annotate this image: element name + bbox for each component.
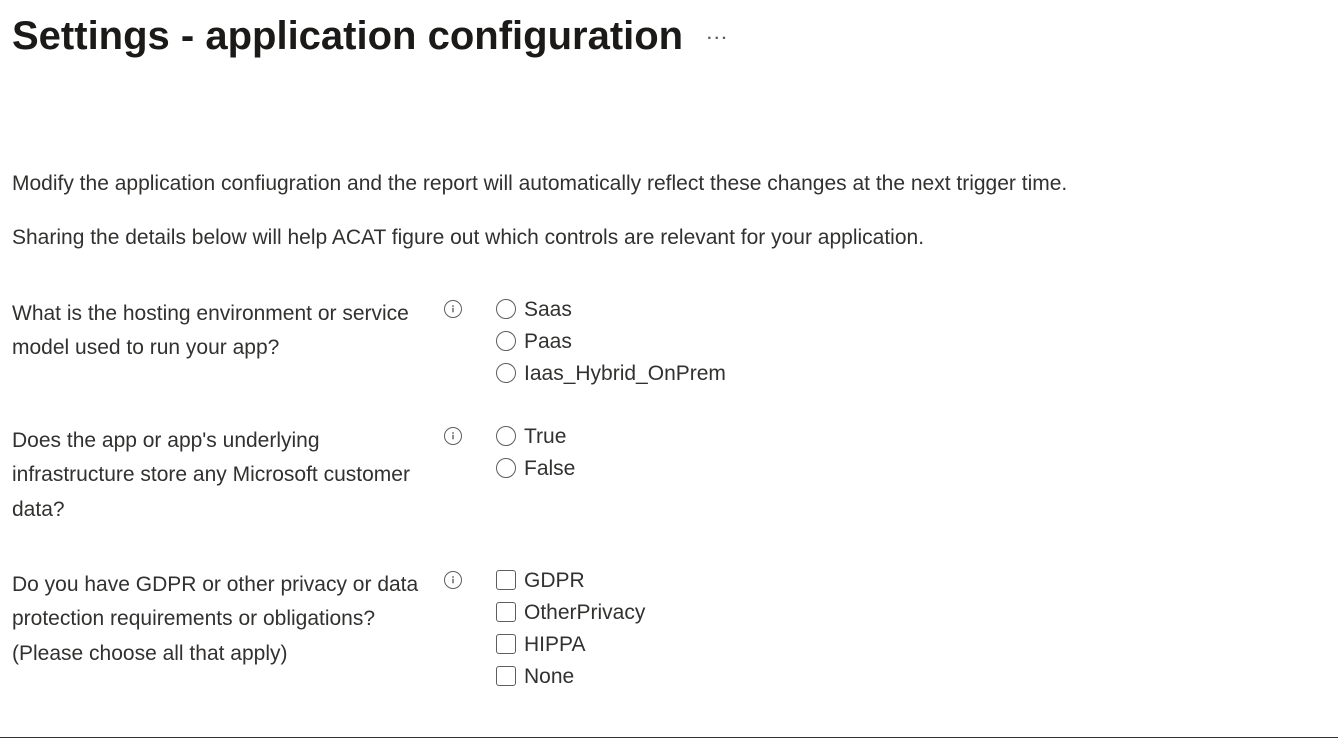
radio-icon[interactable] xyxy=(496,458,516,478)
radio-option-paas[interactable]: Paas xyxy=(496,331,726,352)
question-privacy-obligations: Do you have GDPR or other privacy or dat… xyxy=(12,568,1326,687)
option-label[interactable]: None xyxy=(524,666,574,687)
radio-icon[interactable] xyxy=(496,331,516,351)
radio-option-saas[interactable]: Saas xyxy=(496,299,726,320)
question-label: What is the hosting environment or servi… xyxy=(12,297,444,366)
question-label: Do you have GDPR or other privacy or dat… xyxy=(12,568,444,672)
info-icon[interactable] xyxy=(444,571,462,589)
options-col: GDPR OtherPrivacy HIPPA None xyxy=(496,568,645,687)
intro-block: Modify the application confiugration and… xyxy=(12,170,1326,253)
checkbox-icon[interactable] xyxy=(496,602,516,622)
radio-option-iaas-hybrid-onprem[interactable]: Iaas_Hybrid_OnPrem xyxy=(496,363,726,384)
page-header: Settings - application configuration ··· xyxy=(12,12,1326,60)
page-title: Settings - application configuration xyxy=(12,12,683,60)
option-label[interactable]: OtherPrivacy xyxy=(524,602,645,623)
question-label: Does the app or app's underlying infrast… xyxy=(12,424,444,528)
radio-option-true[interactable]: True xyxy=(496,426,575,447)
radio-icon[interactable] xyxy=(496,363,516,383)
checkbox-option-gdpr[interactable]: GDPR xyxy=(496,570,645,591)
options-col: True False xyxy=(496,424,575,479)
checkbox-icon[interactable] xyxy=(496,634,516,654)
options-col: Saas Paas Iaas_Hybrid_OnPrem xyxy=(496,297,726,384)
option-label[interactable]: Paas xyxy=(524,331,572,352)
info-col xyxy=(444,424,496,445)
intro-line-1: Modify the application confiugration and… xyxy=(12,170,1326,198)
option-label[interactable]: HIPPA xyxy=(524,634,585,655)
option-label[interactable]: GDPR xyxy=(524,570,585,591)
question-hosting-environment: What is the hosting environment or servi… xyxy=(12,297,1326,384)
checkbox-option-otherprivacy[interactable]: OtherPrivacy xyxy=(496,602,645,623)
questions-section: What is the hosting environment or servi… xyxy=(12,297,1326,687)
info-icon[interactable] xyxy=(444,427,462,445)
checkbox-icon[interactable] xyxy=(496,570,516,590)
info-col xyxy=(444,297,496,318)
info-icon[interactable] xyxy=(444,300,462,318)
option-label[interactable]: Iaas_Hybrid_OnPrem xyxy=(524,363,726,384)
checkbox-option-none[interactable]: None xyxy=(496,666,645,687)
radio-option-false[interactable]: False xyxy=(496,458,575,479)
option-label[interactable]: True xyxy=(524,426,566,447)
info-col xyxy=(444,568,496,589)
checkbox-option-hippa[interactable]: HIPPA xyxy=(496,634,645,655)
intro-line-2: Sharing the details below will help ACAT… xyxy=(12,224,1326,252)
more-actions-icon[interactable]: ··· xyxy=(707,30,729,48)
radio-icon[interactable] xyxy=(496,426,516,446)
option-label[interactable]: False xyxy=(524,458,575,479)
option-label[interactable]: Saas xyxy=(524,299,572,320)
question-stores-customer-data: Does the app or app's underlying infrast… xyxy=(12,424,1326,528)
checkbox-icon[interactable] xyxy=(496,666,516,686)
radio-icon[interactable] xyxy=(496,299,516,319)
